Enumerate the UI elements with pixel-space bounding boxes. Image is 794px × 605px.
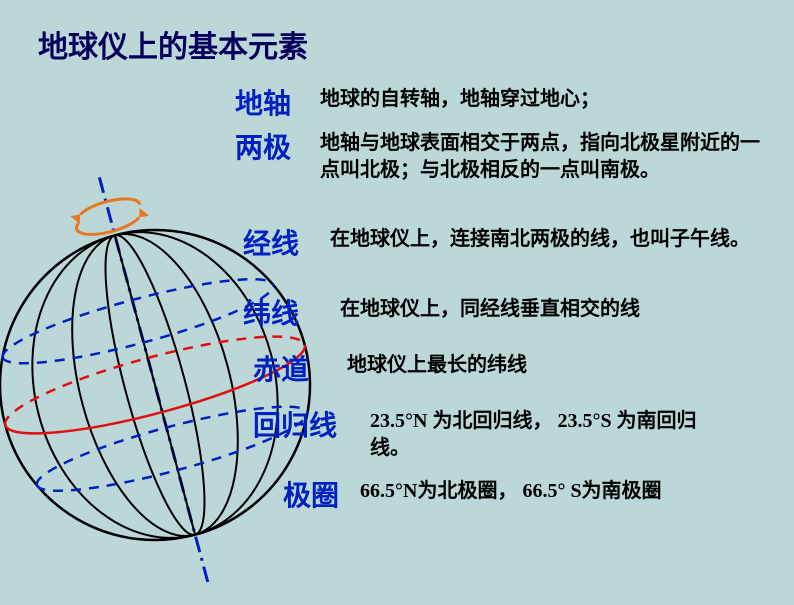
def-term: 回归线 [253,402,337,444]
def-desc: 在地球仪上，连接南北两极的线，也叫子午线。 [330,220,760,253]
def-term: 纬线 [243,290,299,332]
def-desc: 地轴与地球表面相交于两点，指向北极星附近的一点叫北极；与北极相反的一点叫南极。 [320,124,770,184]
def-desc: 23.5°N 为北回归线， 23.5°S 为南回归线。 [370,402,730,462]
def-desc: 在地球仪上，同经线垂直相交的线 [340,290,770,323]
def-term: 两极 [235,124,291,166]
def-term: 赤道 [253,346,309,388]
def-term: 极圈 [283,472,339,514]
def-desc: 地球的自转轴，地轴穿过地心； [320,80,760,113]
def-desc: 66.5°N为北极圈， 66.5° S为南极圈 [360,472,780,505]
meridian-center [115,235,195,534]
def-term: 地轴 [235,80,291,122]
page-title: 地球仪上的基本元素 [38,22,308,66]
def-desc: 地球仪上最长的纬线 [347,346,767,379]
def-term: 经线 [243,220,299,262]
